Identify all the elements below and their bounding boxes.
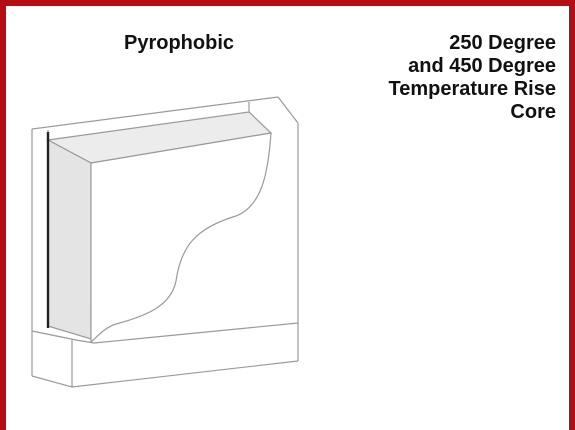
- core-front-face: [90, 132, 272, 344]
- panel-outline: [31, 96, 299, 388]
- core-rating-line-3: Temperature Rise: [388, 78, 556, 100]
- core-rating-line-4: Core: [510, 101, 556, 123]
- core-side-face: [47, 138, 92, 340]
- core-rating-line-1: 250 Degree: [449, 32, 556, 54]
- pyrophobic-label: Pyrophobic: [124, 32, 235, 54]
- core-rating-line-2: and 450 Degree: [408, 55, 556, 77]
- insulated-panel-cutaway: [31, 96, 299, 388]
- core-rating-label: 250 Degree and 450 Degree Temperature Ri…: [316, 32, 556, 124]
